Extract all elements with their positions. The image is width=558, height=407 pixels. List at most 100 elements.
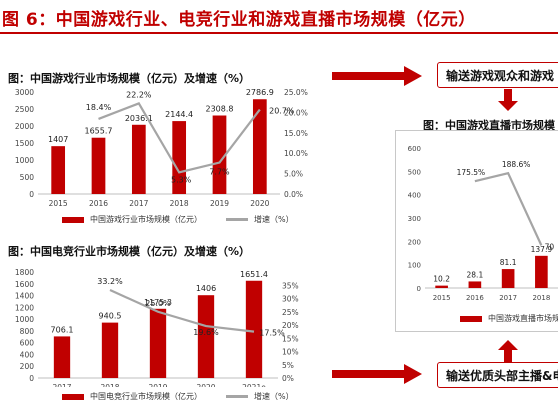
game-chart-title: 图：中国游戏行业市场规模（亿元）及增速（%）: [8, 72, 251, 85]
bar: [197, 295, 215, 378]
y-tick-label: 500: [20, 173, 35, 182]
y2-tick-label: 15.0%: [284, 129, 308, 138]
growth-line: [109, 289, 255, 333]
y-tick-label: 100: [408, 262, 421, 270]
right-arrow-top-icon: [332, 66, 422, 86]
line-value-label: 18.4%: [86, 103, 112, 112]
y-tick-label: 1800: [15, 268, 34, 277]
x-tick-label: 2019: [148, 383, 167, 387]
y-tick-label: 1400: [15, 292, 34, 301]
line-value-label: 20.7%: [269, 107, 295, 116]
bar-value-label: 1655.7: [85, 127, 113, 136]
live-chart-title: 图：中国游戏直播市场规模: [423, 119, 555, 132]
y2-tick-label: 20.0%: [284, 108, 308, 117]
bar: [53, 336, 71, 378]
bar-value-label: 706.1: [51, 325, 74, 334]
y-tick-label: 1000: [15, 156, 34, 165]
x-tick-label: 2017: [52, 383, 71, 387]
y-tick-label: 0: [29, 190, 34, 199]
bar: [252, 99, 267, 194]
y2-tick-label: 5.0%: [284, 170, 303, 179]
bar: [91, 137, 106, 194]
y2-tick-label: 10.0%: [284, 149, 308, 158]
y-tick-label: 0: [29, 374, 34, 383]
bar-value-label: 2308.8: [206, 105, 234, 114]
bar-value-label: 1407: [48, 135, 68, 144]
line-value-label: 19.6%: [193, 328, 219, 337]
legend-line-swatch: [226, 395, 248, 398]
y2-tick-label: 25.0%: [284, 88, 308, 97]
bar-value-label: 2786.9: [246, 88, 274, 97]
y2-tick-label: 25%: [282, 308, 299, 317]
y-tick-label: 3000: [15, 88, 34, 97]
bar: [131, 124, 146, 194]
legend-bar-swatch: [62, 216, 84, 223]
x-tick-label: 2015: [49, 199, 68, 208]
y2-tick-label: 10%: [282, 348, 299, 357]
bar: [468, 281, 482, 288]
x-tick-label: 2018: [170, 199, 189, 208]
x-tick-label: 2017: [129, 199, 148, 208]
bar: [172, 121, 187, 194]
line-value-label: 7.7%: [209, 168, 230, 177]
output-audience-box: 输送游戏观众和游戏: [437, 62, 558, 88]
y2-tick-label: 30%: [282, 295, 299, 304]
line-value-label: 17.5%: [259, 329, 285, 338]
y-tick-label: 200: [408, 238, 421, 246]
x-tick-label: 2021e: [242, 383, 266, 387]
bar-value-label: 28.1: [467, 270, 484, 279]
up-arrow-icon: [498, 340, 518, 362]
x-tick-label: 2016: [466, 294, 484, 302]
y2-tick-label: 20%: [282, 321, 299, 330]
bar-value-label: 137.9: [531, 245, 553, 254]
y2-tick-label: 5%: [282, 361, 294, 370]
y-tick-label: 1500: [15, 139, 34, 148]
bar: [435, 285, 448, 288]
legend-bar-swatch: [460, 315, 482, 322]
output-streamer-box: 输送优质头部主播&电: [437, 362, 558, 388]
page-title: 图 6：中国游戏行业、电竞行业和游戏直播市场规模（亿元）: [2, 10, 476, 30]
bar-value-label: 1406: [196, 284, 216, 293]
x-tick-label: 2016: [89, 199, 108, 208]
bar-value-label: 1651.4: [240, 270, 268, 279]
bar-value-label: 1175.3: [144, 298, 172, 307]
y-tick-label: 800: [20, 327, 35, 336]
right-arrow-bottom-icon: [332, 364, 422, 384]
y-tick-label: 200: [20, 362, 35, 371]
bar-value-label: 940.5: [99, 312, 122, 321]
title-rule: [0, 32, 558, 34]
game-market-chart: 0 500 1000 1500 2000 2500 3000 0.0% 5.0% 10.0% 15.…: [15, 88, 308, 208]
bar: [101, 322, 119, 378]
line-value-label: 33.2%: [97, 277, 123, 286]
line-value-label: 5.3%: [171, 175, 192, 184]
y-tick-label: 300: [408, 215, 421, 223]
x-tick-label: 2018: [532, 294, 550, 302]
y-tick-label: 2000: [15, 122, 34, 131]
x-tick-label: 2019: [210, 199, 229, 208]
y-tick-label: 1000: [15, 315, 34, 324]
esports-market-chart: 0 200 400 600 800 1000 1200 1400 1600 1800 0% 5% 10%…: [15, 268, 299, 387]
bar: [535, 255, 548, 288]
y-tick-label: 400: [20, 350, 35, 359]
line-value-label: 188.6%: [502, 160, 531, 169]
bar: [149, 308, 167, 378]
line-value-label: 25.0%: [145, 299, 171, 308]
line-value-label: 70: [545, 242, 555, 251]
esports-chart-legend: 中国电竞行业市场规模（亿元） 增速（%）: [62, 391, 294, 402]
legend-bar-label: 中国电竞行业市场规模（亿元）: [90, 392, 202, 401]
y-tick-label: 0: [417, 285, 421, 293]
bar-value-label: 2144.4: [165, 110, 193, 119]
y-tick-label: 1600: [15, 280, 34, 289]
x-tick-label: 2018: [100, 383, 119, 387]
y-tick-label: 1200: [15, 303, 34, 312]
x-tick-label: 2020: [250, 199, 269, 208]
bar-value-label: 2036.1: [125, 114, 153, 123]
bar-value-label: 10.2: [433, 275, 450, 284]
y-tick-label: 600: [20, 339, 35, 348]
legend-line-label: 增速（%）: [254, 392, 294, 401]
growth-line: [98, 102, 261, 174]
down-arrow-icon: [498, 89, 518, 111]
legend-bar-label: 中国游戏直播市场规模: [488, 314, 558, 323]
line-value-label: 175.5%: [457, 168, 486, 177]
growth-line: [474, 171, 543, 246]
